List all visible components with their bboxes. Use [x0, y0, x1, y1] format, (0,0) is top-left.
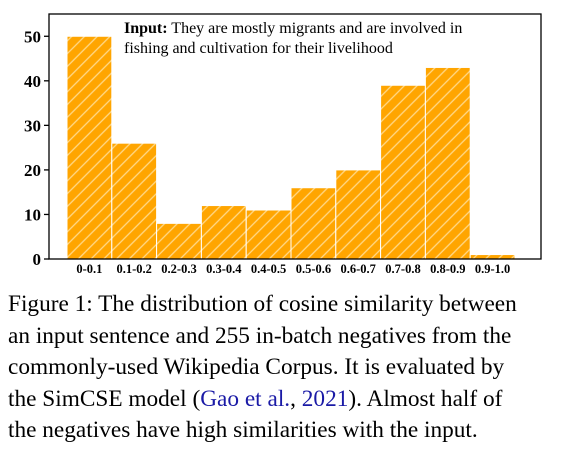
x-tick-label: 0.8-0.9 — [430, 262, 465, 276]
bar-0.4-0.5 — [245, 209, 292, 260]
y-tick-label: 30 — [24, 116, 41, 135]
bar-0.5-0.6 — [290, 187, 337, 260]
x-tick-label: 0.3-0.4 — [206, 262, 242, 276]
annotation-line-1: Input: They are mostly migrants and are … — [124, 20, 462, 37]
caption-line-1: Figure 1: The distribution of cosine sim… — [8, 291, 517, 317]
bar-0.1-0.2 — [111, 142, 158, 260]
caption-line-5: the negatives have high similarities wit… — [8, 417, 478, 443]
y-tick-label: 0 — [33, 250, 42, 269]
bar-0.7-0.8 — [380, 84, 426, 260]
citation-link-authors[interactable]: Gao et al. — [200, 385, 291, 412]
x-tick-label: 0.4-0.5 — [251, 262, 286, 276]
annotation-bold: Input: — [124, 20, 168, 37]
bar-0-0.1 — [66, 35, 113, 260]
citation-link-year[interactable]: 2021 — [301, 385, 349, 412]
x-tick-label: 0.2-0.3 — [161, 262, 196, 276]
annotation-line-2: fishing and cultivation for their liveli… — [124, 40, 393, 57]
y-axis-ticks: 0 10 20 30 40 50 — [24, 27, 49, 269]
annotation-text-1: They are mostly migrants and are involve… — [168, 20, 463, 37]
bar-0.2-0.3 — [156, 222, 202, 260]
x-axis-ticks: 0-0.1 0.1-0.2 0.2-0.3 0.3-0.4 0.4-0.5 0.5-0.6… — [76, 262, 510, 276]
x-tick-label: 0.5-0.6 — [296, 262, 331, 276]
y-tick-label: 10 — [24, 205, 41, 224]
x-tick-label: 0.7-0.8 — [385, 262, 420, 276]
x-tick-label: 0.6-0.7 — [340, 262, 375, 276]
bar-0.3-0.4 — [200, 205, 247, 260]
x-tick-label: 0-0.1 — [76, 262, 102, 276]
caption-line-4-b: , — [290, 385, 302, 412]
y-tick-label: 40 — [24, 72, 41, 91]
caption-line-4-a: the SimCSE model ( — [8, 385, 201, 412]
y-tick-label: 20 — [24, 161, 41, 180]
chart-canvas: 0 10 20 30 40 50 0-0.1 0.1-0.2 0.2-0.3 0.3-0.4 0.… — [24, 13, 542, 276]
caption-line-4: the SimCSE model (Gao et al., 2021). Alm… — [8, 384, 556, 416]
figure-caption: Figure 1: The distribution of cosine sim… — [8, 289, 556, 447]
x-tick-label: 0.9-1.0 — [475, 262, 510, 276]
bar-0.8-0.9 — [424, 66, 471, 260]
bar-0.6-0.7 — [335, 169, 382, 260]
caption-line-2: an input sentence and 255 in-batch negat… — [8, 322, 512, 349]
caption-line-3: commonly-used Wikipedia Corpus. It is ev… — [8, 354, 505, 380]
caption-line-4-c: ). Almost half of — [348, 385, 503, 412]
bars-group — [66, 35, 516, 260]
y-tick-label: 50 — [24, 27, 41, 46]
histogram-chart: 0 10 20 30 40 50 0-0.1 0.1-0.2 0.2-0.3 0.3-0.4 0.… — [24, 13, 542, 276]
x-tick-label: 0.1-0.2 — [116, 262, 151, 276]
plot-frame — [48, 13, 542, 260]
bar-0.9-1.0 — [469, 254, 516, 260]
